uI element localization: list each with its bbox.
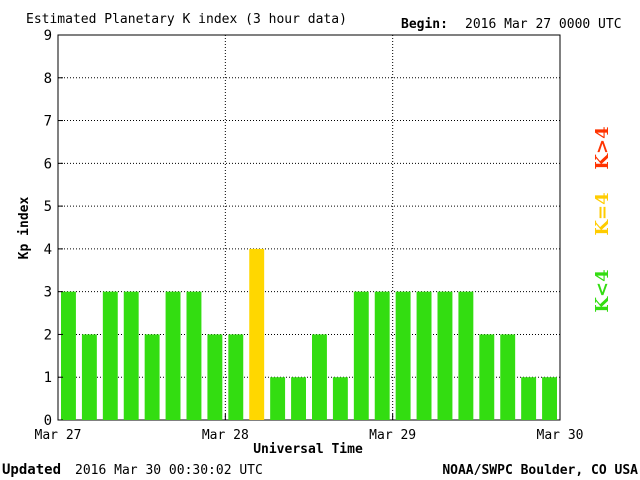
kp-bar — [81, 334, 97, 420]
y-axis-title: Kp index — [17, 197, 32, 260]
kp-bar — [542, 377, 557, 420]
updated-value: 2016 Mar 30 00:30:02 UTC — [75, 463, 263, 478]
kp-bar — [249, 248, 265, 420]
y-tick-label: 9 — [44, 28, 52, 44]
kp-bar — [479, 334, 495, 420]
kp-bar — [123, 291, 139, 420]
kp-bar — [102, 291, 118, 420]
kp-bar — [374, 291, 390, 420]
grid-lines — [58, 35, 560, 420]
y-tick-label: 7 — [44, 114, 52, 130]
kp-bar — [416, 291, 432, 420]
legend-above: K>4 — [592, 126, 613, 169]
y-axis-ticks: 0 1 2 3 4 5 6 7 8 9 — [44, 28, 63, 429]
kp-bar — [332, 377, 348, 420]
y-tick-label: 2 — [44, 327, 52, 343]
y-tick-label: 4 — [44, 242, 52, 258]
kp-bar — [228, 334, 244, 420]
kp-bar — [437, 291, 453, 420]
x-tick-label: Mar 29 — [369, 428, 416, 443]
y-tick-label: 5 — [44, 199, 52, 215]
kp-bar — [521, 377, 537, 420]
y-tick-label: 3 — [44, 285, 52, 301]
updated-label: Updated — [2, 462, 61, 478]
kp-bar — [207, 334, 223, 420]
legend: K>4 K=4 K<4 — [592, 126, 613, 312]
y-tick-label: 6 — [44, 156, 52, 172]
kp-bar — [353, 291, 369, 420]
begin-value: 2016 Mar 27 0000 UTC — [465, 17, 622, 32]
kp-bar — [61, 291, 76, 420]
chart-title: Estimated Planetary K index (3 hour data… — [26, 12, 347, 27]
kp-bar — [165, 291, 181, 420]
kp-bar — [186, 291, 202, 420]
y-tick-label: 0 — [44, 413, 52, 429]
kp-bar — [395, 291, 411, 420]
kp-bar — [312, 334, 327, 420]
kp-bar — [500, 334, 516, 420]
legend-equal: K=4 — [592, 192, 613, 235]
y-tick-label: 1 — [44, 370, 52, 386]
kp-bar — [144, 334, 160, 420]
x-tick-label: Mar 28 — [202, 428, 249, 443]
kp-bar — [458, 291, 474, 420]
plot-frame — [57, 34, 561, 421]
x-axis-ticks: Mar 27 Mar 28 Mar 29 Mar 30 — [35, 414, 584, 443]
legend-below: K<4 — [592, 269, 613, 312]
kp-bar — [291, 377, 306, 420]
x-tick-label: Mar 30 — [537, 428, 584, 443]
kp-bar — [270, 377, 286, 420]
bars — [61, 248, 557, 420]
x-tick-label: Mar 27 — [35, 428, 82, 443]
y-tick-label: 8 — [44, 71, 52, 87]
x-axis-title: Universal Time — [253, 442, 363, 457]
credit-text: NOAA/SWPC Boulder, CO USA — [442, 463, 638, 478]
begin-label: Begin: — [401, 17, 448, 32]
